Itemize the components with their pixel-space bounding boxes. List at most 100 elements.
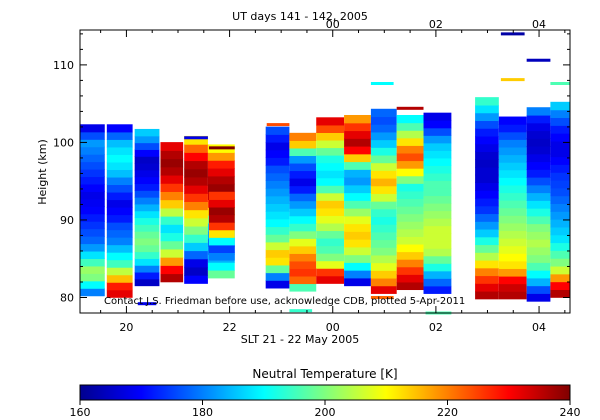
heatmap-cell-col7-row5 (265, 241, 290, 251)
heatmap-cell-col8-row10 (289, 208, 317, 217)
top-axis-title: UT days 141 - 142, 2005 (232, 10, 368, 23)
heatmap-cell-col14-row25 (475, 97, 499, 106)
heatmap-cell-col4-row2 (184, 258, 208, 268)
top-tick-label: 00 (326, 18, 340, 31)
heatmap-cell-col0-row11 (80, 206, 105, 215)
heatmap-cell-col15-row19 (498, 146, 527, 156)
heatmap-cell-col4-row14 (184, 160, 208, 170)
heatmap-cell-col15-row16 (498, 169, 527, 178)
heatmap-cell-col1-row20 (106, 139, 133, 148)
heatmap-cell-col1-row1 (106, 282, 133, 291)
heatmap-cell-col1-row9 (106, 222, 133, 231)
heatmap-cell-col4-row6 (184, 225, 208, 235)
heatmap-cell-col1-row6 (106, 244, 133, 253)
heatmap-cell-col15-row9 (498, 222, 527, 232)
heatmap-cell-col17-row20 (550, 133, 570, 142)
heatmap-cell-col0-row2 (80, 273, 105, 282)
heatmap-cell-col0-row5 (80, 250, 105, 259)
heatmap-cell-col13-row0 (423, 285, 452, 294)
heatmap-cell-col6-row3 (208, 229, 235, 238)
heatmap-cell-col7-row17 (265, 149, 290, 158)
heatmap-cell-col16-row17 (526, 161, 551, 170)
heatmap-cell-col2-row8 (134, 224, 160, 232)
heatmap-cell-col8-row1 (289, 275, 317, 285)
colorbar (79, 384, 571, 401)
heatmap-cell-col16-row20 (526, 138, 551, 147)
heatmap-cell-col8-row17 (289, 155, 317, 164)
heatmap-cell-col4-row7 (184, 217, 208, 227)
heatmap-cell-col11-row4 (370, 254, 397, 264)
heatmap-cell-col11-row8 (370, 224, 397, 233)
heatmap-cell-col9-row17 (316, 147, 345, 156)
heatmap-cell-col7-row7 (265, 226, 290, 235)
heatmap-cell-col17-row1 (550, 281, 570, 290)
heatmap-cell-col15-row5 (498, 253, 527, 262)
heatmap-cell-col16-row16 (526, 169, 551, 178)
heatmap-cell-col2-row2 (134, 265, 160, 273)
heatmap-cell-col13-row23 (423, 112, 452, 121)
isolated-segment-5 (370, 82, 394, 85)
heatmap-cell-col3-row0 (160, 273, 184, 283)
heatmap-cell-col3-row16 (160, 142, 184, 151)
heatmap-cell-col7-row8 (265, 218, 290, 228)
heatmap-cell-col13-row19 (423, 142, 452, 151)
heatmap-cell-col8-row6 (289, 238, 317, 247)
isolated-segment-4 (289, 309, 313, 313)
heatmap-cell-col13-row14 (423, 180, 452, 189)
heatmap-cell-col1-row19 (106, 146, 133, 155)
heatmap-cell-col1-row0 (106, 289, 133, 298)
heatmap-cell-col4-row0 (184, 275, 208, 284)
heatmap-cell-col17-row13 (550, 187, 570, 197)
heatmap-cell-col8-row8 (289, 223, 317, 232)
x-axis-label: SLT 21 - 22 May 2005 (241, 333, 360, 346)
heatmap-cell-col13-row21 (423, 127, 452, 136)
heatmap-cell-col17-row19 (550, 140, 570, 150)
heatmap-cell-col10-row21 (344, 114, 371, 124)
heatmap-cell-col11-row20 (370, 131, 397, 141)
colorbar-tick-label: 160 (70, 406, 91, 419)
heatmap-cell-col13-row2 (423, 270, 452, 279)
heatmap-cell-col6-row7 (208, 199, 235, 208)
heatmap-cell-col12-row10 (396, 206, 424, 215)
heatmap-cell-col0-row18 (80, 154, 105, 163)
heatmap-cell-col13-row17 (423, 157, 452, 166)
heatmap-cell-col12-row1 (396, 274, 424, 283)
heatmap-cell-col17-row8 (550, 226, 570, 236)
heatmap-cell-col17-row0 (550, 289, 570, 298)
y-axis-label: Height (km) (36, 139, 49, 205)
heatmap-cell-col15-row1 (498, 283, 527, 292)
heatmap-cell-col6-row6 (208, 206, 235, 216)
heatmap-cell-col12-row18 (396, 145, 424, 154)
heatmap-cell-col13-row3 (423, 263, 452, 272)
heatmap-cell-col6-row0 (208, 252, 235, 261)
heatmap-cell-col2-row6 (134, 237, 160, 246)
heatmap-cell-col16-row19 (526, 146, 551, 155)
heatmap-cell-col5-row14 (207, 160, 235, 169)
heatmap-cell-col16-row1 (526, 285, 551, 294)
heatmap-cell-col3-row1 (160, 265, 184, 275)
heatmap-cell-col14-row2 (475, 275, 499, 284)
heatmap-cell-col3-row3 (160, 248, 184, 258)
heatmap-cell-col16-row5 (526, 254, 551, 263)
heatmap-cell-col3-row7 (160, 216, 184, 225)
heatmap-cell-col8-row15 (289, 170, 317, 179)
heatmap-cell-col11-row9 (370, 216, 397, 225)
heatmap-cell-col17-row22 (550, 117, 570, 126)
heatmap-cell-col8-row13 (289, 185, 317, 194)
heatmap-cell-col10-row11 (344, 192, 371, 201)
heatmap-cell-col13-row11 (423, 202, 452, 212)
heatmap-cell-col14-row23 (475, 112, 499, 122)
heatmap-cell-col7-row10 (265, 203, 290, 212)
heatmap-cell-col10-row10 (344, 200, 371, 209)
heatmap-cell-col14-row7 (475, 236, 499, 246)
heatmap-cell-col17-row6 (550, 242, 570, 251)
heatmap-cell-col17-row21 (550, 125, 570, 134)
heatmap-cell-col2-row19 (134, 149, 160, 157)
heatmap-cell-col3-row14 (160, 158, 184, 168)
heatmap-cell-col17-row3 (550, 265, 570, 275)
heatmap-cell-col11-row22 (370, 116, 397, 125)
heatmap-cell-col8-row11 (289, 200, 317, 209)
heatmap-cell-col12-row5 (396, 243, 424, 253)
heatmap-cell-col16-row21 (526, 130, 551, 139)
heatmap-cell-col2-row5 (134, 244, 160, 253)
